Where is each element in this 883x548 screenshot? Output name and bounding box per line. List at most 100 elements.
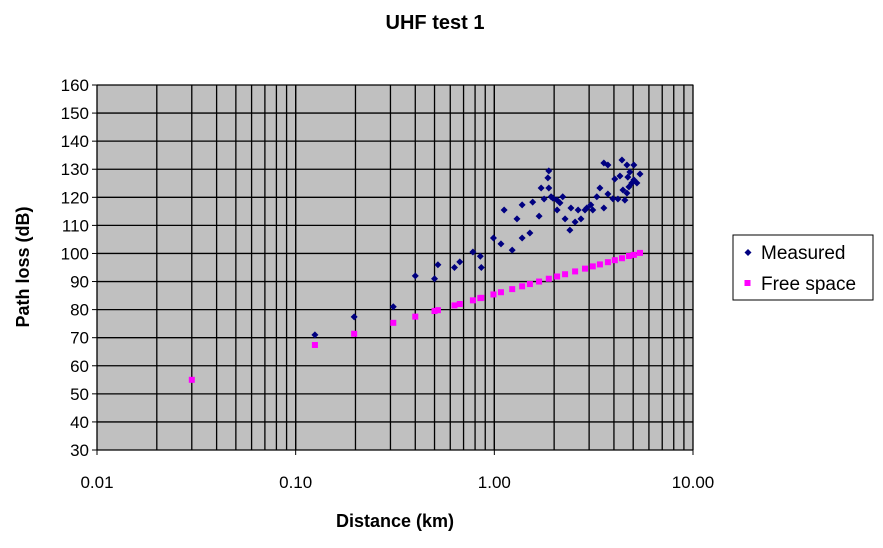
legend-label-measured: Measured: [761, 243, 846, 264]
point-measured: [500, 206, 508, 214]
point-measured: [561, 215, 569, 223]
y-tick-label: 90: [70, 273, 89, 292]
x-tick-label: 0.01: [80, 473, 113, 492]
y-axis-title: Path loss (dB): [13, 206, 33, 327]
point-measured: [529, 198, 537, 206]
point-free-space: [536, 278, 543, 285]
point-measured: [623, 189, 631, 197]
point-free-space: [412, 313, 419, 320]
point-measured: [600, 204, 608, 212]
y-tick-label: 130: [61, 160, 89, 179]
point-free-space: [562, 271, 569, 278]
point-measured: [450, 264, 458, 271]
point-free-space: [554, 273, 561, 280]
point-measured: [508, 246, 516, 254]
gridlines: [96, 84, 694, 451]
point-measured: [624, 173, 632, 181]
x-tick-label: 10.00: [672, 473, 715, 492]
x-axis-ticks: 0.01 0.10 1.00 10.00: [80, 450, 714, 492]
point-free-space: [490, 291, 497, 298]
legend-diamond-icon: [744, 249, 752, 256]
point-measured: [389, 303, 397, 311]
point-free-space: [497, 289, 504, 296]
point-measured: [604, 190, 612, 198]
point-free-space: [545, 275, 552, 282]
point-measured: [545, 184, 553, 192]
point-measured: [571, 218, 579, 226]
point-free-space: [604, 259, 611, 266]
point-measured: [434, 261, 442, 269]
point-measured: [604, 161, 612, 169]
point-free-space: [611, 257, 618, 264]
point-free-space: [188, 376, 195, 383]
legend: Measured Free space: [732, 234, 874, 301]
point-free-space: [596, 261, 603, 268]
point-free-space: [519, 283, 526, 290]
point-measured: [544, 174, 552, 182]
point-free-space: [456, 301, 463, 307]
point-free-space: [589, 263, 596, 270]
point-free-space: [451, 302, 458, 309]
y-tick-label: 80: [70, 301, 89, 320]
point-measured: [556, 199, 564, 207]
x-tick-label: 0.10: [279, 473, 312, 492]
point-measured: [618, 156, 626, 164]
legend-square-icon: [744, 280, 751, 286]
point-free-space: [478, 294, 485, 301]
legend-box: [732, 234, 874, 301]
y-tick-label: 30: [70, 441, 89, 460]
y-axis-ticks: 30 40 50 60 70 80 90 100 110 120 130 140 150 160: [61, 76, 97, 460]
y-tick-label: 60: [70, 357, 89, 376]
point-measured: [476, 252, 484, 260]
point-measured: [574, 206, 582, 214]
y-tick-label: 150: [61, 104, 89, 123]
point-measured: [469, 248, 477, 256]
point-measured: [567, 204, 575, 212]
point-measured: [540, 195, 548, 203]
plot-area: [96, 84, 694, 451]
point-measured: [619, 186, 627, 194]
x-axis-title: Distance (km): [336, 511, 454, 531]
point-measured: [477, 264, 485, 271]
point-free-space: [581, 265, 588, 272]
point-measured: [589, 206, 597, 214]
point-measured: [630, 161, 638, 169]
point-free-space: [630, 251, 637, 258]
data-points: [188, 156, 644, 383]
point-measured: [537, 184, 545, 192]
y-tick-label: 140: [61, 132, 89, 151]
y-tick-label: 100: [61, 244, 89, 263]
y-tick-label: 160: [61, 76, 89, 95]
point-measured: [311, 331, 319, 339]
point-measured: [587, 201, 595, 209]
point-measured: [431, 275, 439, 283]
point-free-space: [509, 286, 516, 293]
point-measured: [518, 234, 526, 242]
point-measured: [526, 229, 534, 237]
point-measured: [559, 193, 567, 201]
point-free-space: [526, 281, 533, 288]
point-measured: [636, 170, 644, 178]
point-measured: [456, 258, 464, 266]
x-tick-label: 1.00: [478, 473, 511, 492]
y-tick-label: 110: [62, 216, 89, 235]
point-measured: [577, 215, 585, 223]
point-measured: [553, 206, 561, 214]
point-measured: [583, 204, 591, 212]
point-measured: [623, 161, 631, 169]
point-measured: [411, 272, 419, 280]
chart-title: UHF test 1: [386, 12, 485, 34]
point-measured: [593, 193, 601, 201]
point-free-space: [390, 319, 397, 326]
point-measured: [609, 195, 617, 203]
y-tick-label: 70: [70, 329, 89, 348]
point-measured: [621, 196, 629, 204]
y-tick-label: 120: [61, 188, 89, 207]
point-free-space: [625, 252, 632, 259]
point-measured: [545, 167, 553, 175]
point-measured: [616, 172, 624, 180]
point-measured: [633, 179, 641, 187]
point-measured: [566, 226, 574, 234]
point-measured: [513, 215, 521, 223]
point-measured: [626, 168, 634, 176]
